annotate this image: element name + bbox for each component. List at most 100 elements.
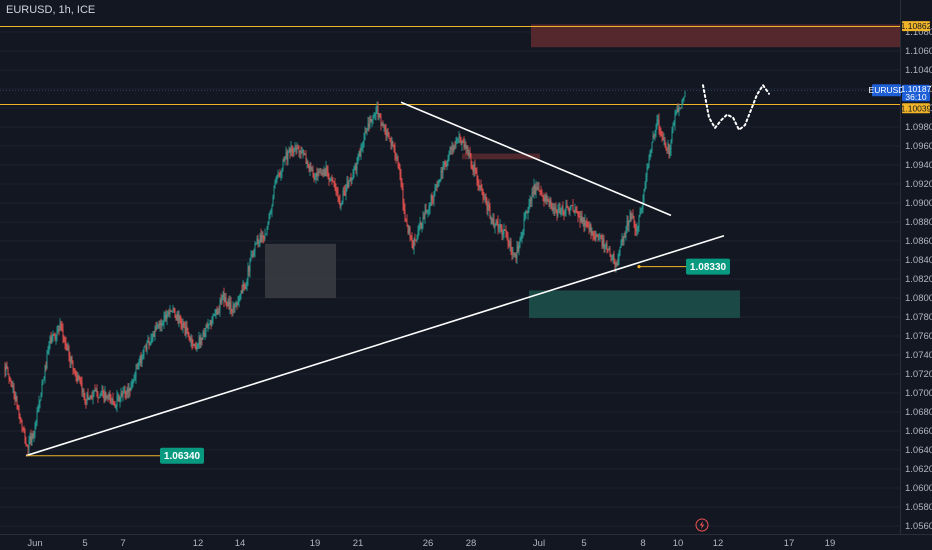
candle [34,421,36,439]
candle [392,140,394,148]
candle-body [231,310,233,312]
candle-body [59,324,61,331]
candle-body [514,254,516,256]
candle [14,391,16,406]
candle-body [281,168,283,172]
candle-body [465,144,467,149]
candle [125,390,127,401]
candle-body [137,363,139,369]
candle-body [335,189,337,191]
drawings-layer [25,83,770,457]
candle [80,377,82,387]
candle [42,379,44,386]
candle [603,234,605,253]
candle-body [346,181,348,188]
candle [528,198,530,214]
candle [540,185,542,196]
candle-body [520,238,522,240]
candle-body [567,207,569,209]
candle-body [503,229,505,234]
candle-body [129,388,131,391]
candle-body [221,297,223,303]
candle [606,239,608,254]
zones-layer [265,24,900,318]
candle [254,240,256,258]
candle [308,163,310,173]
candle [656,114,658,130]
candle-body [272,197,274,206]
candle-body [362,146,364,148]
candle [558,202,560,213]
candle [634,220,636,236]
candle [252,250,254,259]
candle [625,225,627,241]
lightning-icon[interactable] [695,518,709,532]
candle-body [638,215,640,228]
price-tick-label: 1.08400 [905,255,932,266]
candle-body [451,147,453,150]
candle [138,358,140,370]
candle [227,298,229,307]
candle [559,202,561,215]
candle-body [118,394,120,402]
candle-body [204,332,206,337]
candle [133,374,135,384]
candle-body [429,205,431,209]
candle [305,150,307,165]
candle [374,112,376,120]
candle [274,179,276,189]
candle [396,153,398,162]
candle [353,165,355,179]
candle [454,141,456,150]
candle-body [186,326,188,333]
candle [331,174,333,185]
candle-body [512,253,514,255]
candle-body [19,414,21,420]
candle-body [44,366,46,379]
candle [383,123,385,132]
candle-body [682,99,684,100]
candle [250,250,252,262]
candle-body [96,389,98,398]
candle-body [284,157,286,162]
candle-body [229,301,231,309]
candle-body [681,99,683,109]
price-tick-label: 1.05800 [905,502,932,513]
candle-body [74,369,76,371]
price-axis-badge-symbol: EURUSD [869,84,904,97]
candle [122,387,124,402]
candle [89,394,91,401]
candle [580,211,582,224]
candle-body [188,333,190,337]
candle [177,310,179,325]
candle [329,177,331,183]
candle-body [241,290,243,293]
candle [412,239,414,250]
candle [382,120,384,128]
candle [301,146,303,154]
candle [445,160,447,168]
candle-body [187,332,189,334]
candle [146,340,148,355]
candle-body [684,91,686,98]
candle [555,202,557,214]
candle [17,404,19,411]
candle-body [555,207,557,212]
candle-body [198,336,200,344]
candle [77,372,79,383]
candle-body [559,208,561,215]
candle [251,250,253,258]
candle-body [299,150,301,153]
candle-body [419,222,421,226]
candle-body [671,129,673,141]
projection-path [702,83,770,132]
candle [582,216,584,227]
candle-body [269,211,271,218]
candle [400,168,402,188]
candle [388,131,390,139]
candle-body [48,345,50,352]
candle-body [101,391,103,394]
candle-body [85,402,87,404]
candle [205,323,207,338]
